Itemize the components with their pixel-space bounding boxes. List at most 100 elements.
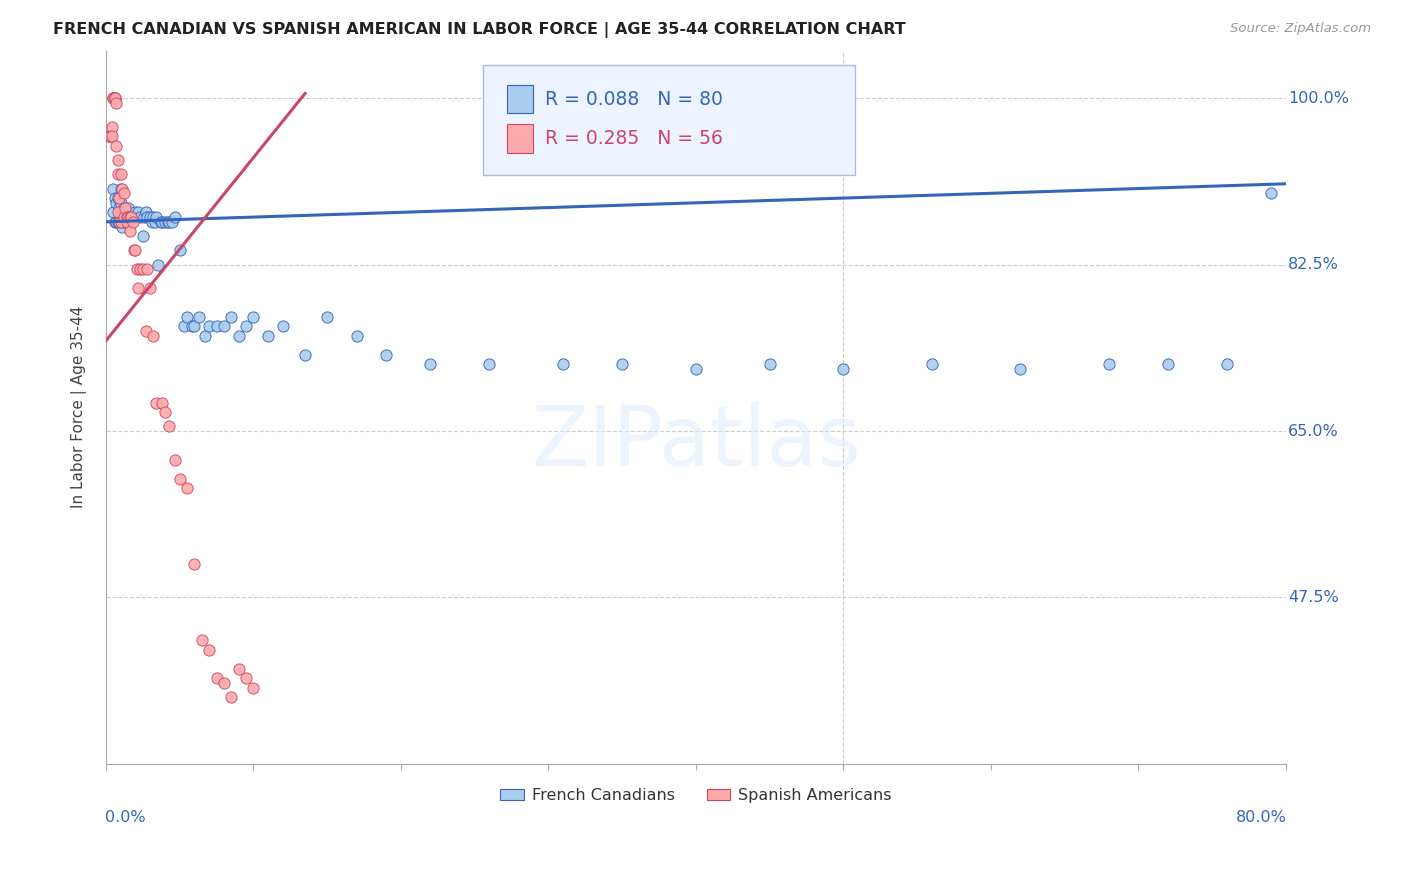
Point <box>107 167 129 181</box>
Point <box>169 244 191 258</box>
Point <box>242 310 264 324</box>
Point <box>176 310 198 324</box>
Point <box>104 91 127 105</box>
Point <box>127 205 149 219</box>
Point <box>105 138 128 153</box>
Text: 47.5%: 47.5% <box>1288 590 1339 605</box>
Point <box>110 215 132 229</box>
Point <box>105 95 128 110</box>
Point <box>205 671 228 685</box>
Point <box>108 215 131 229</box>
Point <box>346 329 368 343</box>
Point <box>101 129 124 144</box>
Point <box>156 215 179 229</box>
Text: 0.0%: 0.0% <box>105 810 145 825</box>
Point <box>118 210 141 224</box>
Point <box>114 201 136 215</box>
Point <box>107 191 129 205</box>
Point <box>103 91 125 105</box>
Point <box>132 229 155 244</box>
Point <box>1215 358 1237 372</box>
Point <box>112 210 135 224</box>
Text: R = 0.088   N = 80: R = 0.088 N = 80 <box>544 90 723 109</box>
Point <box>135 205 157 219</box>
Point <box>221 690 243 705</box>
Point <box>107 215 129 229</box>
Point <box>228 662 250 676</box>
Point <box>129 210 152 224</box>
Point <box>183 557 205 571</box>
Point <box>101 120 124 134</box>
FancyBboxPatch shape <box>484 65 855 176</box>
Point <box>121 210 143 224</box>
Point <box>136 210 159 224</box>
Point <box>1156 358 1178 372</box>
Point <box>111 181 134 195</box>
Point <box>108 201 131 215</box>
Point <box>187 310 209 324</box>
Point <box>142 210 165 224</box>
Point <box>114 215 136 229</box>
Text: FRENCH CANADIAN VS SPANISH AMERICAN IN LABOR FORCE | AGE 35-44 CORRELATION CHART: FRENCH CANADIAN VS SPANISH AMERICAN IN L… <box>53 22 907 38</box>
Point <box>110 210 132 224</box>
Point <box>157 419 180 434</box>
Text: 80.0%: 80.0% <box>1236 810 1286 825</box>
Point <box>198 319 221 334</box>
Point <box>212 676 235 690</box>
Point <box>110 167 132 181</box>
Point <box>135 324 157 338</box>
Point <box>132 262 155 277</box>
Point <box>169 472 191 486</box>
Point <box>235 671 257 685</box>
Point <box>108 191 131 205</box>
Point <box>832 362 855 376</box>
Point <box>1010 362 1032 376</box>
Point <box>103 91 125 105</box>
Point <box>117 210 139 224</box>
Point <box>610 358 633 372</box>
Point <box>194 329 217 343</box>
Point <box>419 358 441 372</box>
Point <box>117 210 139 224</box>
Point <box>149 215 172 229</box>
Point <box>134 210 156 224</box>
Point <box>112 186 135 201</box>
Point <box>180 319 202 334</box>
Point <box>127 281 149 295</box>
Point <box>141 215 163 229</box>
Point <box>100 129 122 144</box>
Point <box>221 310 243 324</box>
Legend: French Canadians, Spanish Americans: French Canadians, Spanish Americans <box>494 781 898 809</box>
Point <box>114 205 136 219</box>
Point <box>122 210 145 224</box>
Point <box>139 210 162 224</box>
Point <box>115 210 138 224</box>
Point <box>110 195 132 210</box>
Point <box>150 395 173 409</box>
Point <box>143 215 166 229</box>
Point <box>124 205 146 219</box>
Point <box>375 348 398 362</box>
Point <box>198 642 221 657</box>
Point <box>115 215 138 229</box>
Point <box>165 210 187 224</box>
Point <box>478 358 501 372</box>
Point <box>146 258 169 272</box>
Point <box>97 129 120 144</box>
Point <box>103 205 125 219</box>
Point <box>111 205 134 219</box>
Point <box>921 358 943 372</box>
Point <box>104 91 127 105</box>
Point <box>205 319 228 334</box>
Point <box>129 262 152 277</box>
Point <box>145 210 167 224</box>
Point <box>115 210 138 224</box>
Text: 65.0%: 65.0% <box>1288 424 1339 439</box>
Text: 100.0%: 100.0% <box>1288 91 1348 106</box>
Point <box>176 481 198 495</box>
Point <box>122 244 145 258</box>
Text: 82.5%: 82.5% <box>1288 257 1339 272</box>
Point <box>191 633 214 648</box>
Point <box>271 319 294 334</box>
Point <box>125 210 148 224</box>
